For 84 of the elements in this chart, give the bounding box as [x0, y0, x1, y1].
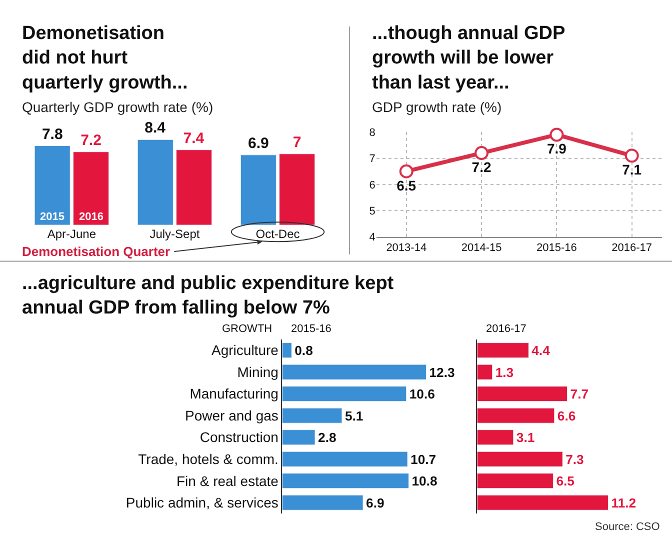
bar	[282, 494, 364, 510]
chart-subtitle: GDP growth rate (%)	[372, 99, 502, 115]
y-tick-label: Trade, hotels & comm.	[138, 451, 278, 467]
data-label: 6.5	[556, 474, 574, 489]
data-label: 7.8	[42, 126, 63, 143]
x-tick-label: July-Sept	[150, 227, 200, 242]
bar	[477, 430, 514, 446]
data-label: 8.4	[144, 120, 166, 137]
bar	[72, 152, 110, 226]
data-label: 6.9	[248, 134, 269, 152]
y-tick-label: Power and gas	[185, 407, 278, 424]
chart-title: ...agriculture and public expenditure kept annual GDP from falling below 7%	[22, 273, 394, 319]
x-tick-label: 2014-15	[461, 242, 502, 254]
data-label: 4.4	[532, 342, 551, 358]
bar	[282, 342, 292, 358]
bar	[477, 342, 529, 358]
point	[474, 146, 489, 160]
data-label: 3.1	[516, 430, 535, 446]
data-label: 7.7	[570, 386, 589, 402]
y-tick-label: 7	[369, 153, 376, 166]
x-tick-label: Apr-June	[47, 227, 96, 242]
y-tick-label: Agriculture	[212, 342, 279, 358]
bar	[282, 451, 408, 467]
data-label: 6.5	[396, 177, 416, 194]
y-tick-label: Construction	[200, 429, 278, 446]
series-label: 2016-17	[486, 323, 526, 335]
y-tick-label: 8	[369, 126, 376, 139]
data-label: 2.8	[318, 430, 336, 446]
data-label: 6.9	[366, 495, 384, 510]
data-label: 7.1	[622, 162, 642, 178]
point	[624, 148, 639, 163]
bar	[282, 408, 342, 424]
data-label: 7	[292, 134, 302, 151]
y-tick-label: 5	[369, 205, 376, 218]
data-label: 10.7	[410, 452, 436, 467]
data-label: 5.1	[344, 408, 364, 424]
bar	[240, 154, 276, 226]
data-label: 12.3	[429, 364, 455, 380]
data-label: 7.2	[472, 159, 492, 176]
data-label: 7.2	[80, 132, 102, 149]
bar	[176, 150, 212, 226]
x-tick-label: Oct-Dec	[256, 227, 300, 242]
data-label: 7.4	[183, 130, 205, 147]
x-tick-label: 2015-16	[536, 242, 577, 254]
y-tick-label: 6	[369, 179, 376, 192]
series-label: 2016	[79, 211, 104, 223]
bar	[282, 364, 426, 380]
chart-title: ...though annual GDP growth will be lower than last year...	[372, 23, 566, 94]
bar	[477, 408, 555, 424]
bar	[282, 430, 316, 446]
chart-title: Demonetisation did not hurt quarterly growth...	[22, 23, 188, 94]
y-tick-label: Manufacturing	[190, 386, 278, 402]
series-label: 2015	[40, 211, 64, 223]
bar	[137, 139, 174, 226]
bar	[477, 386, 568, 402]
y-axis-title: GROWTH	[222, 323, 272, 335]
data-label: 10.6	[409, 386, 435, 402]
point	[550, 128, 564, 142]
chart-subtitle: Quarterly GDP growth rate (%)	[22, 99, 214, 115]
data-label: 7.3	[566, 452, 584, 467]
data-label: 6.6	[557, 408, 576, 424]
y-tick-label: 4	[369, 232, 376, 244]
source-note: Source: CSO	[595, 521, 660, 533]
y-tick-label: Mining	[237, 364, 278, 380]
bar	[279, 154, 316, 226]
series-label: 2015-16	[291, 323, 332, 335]
text: Demonetisation Quarter	[22, 244, 170, 259]
bar	[477, 364, 493, 380]
y-tick-label: Fin & real estate	[176, 472, 279, 489]
data-label: 0.8	[294, 342, 313, 358]
x-tick-label: 2016-17	[612, 242, 652, 254]
bar	[34, 146, 70, 226]
data-label: 10.8	[412, 474, 438, 489]
x-tick-label: 2013-14	[386, 242, 427, 254]
bar	[477, 451, 563, 467]
bar	[282, 386, 407, 402]
data-label: 1.3	[495, 364, 514, 380]
data-label: 11.2	[611, 495, 636, 510]
bar	[477, 473, 554, 489]
point	[399, 164, 414, 178]
data-label: 7.9	[546, 140, 567, 157]
y-tick-label: Public admin, & services	[126, 494, 278, 511]
bar	[282, 473, 409, 489]
bar	[477, 494, 608, 510]
